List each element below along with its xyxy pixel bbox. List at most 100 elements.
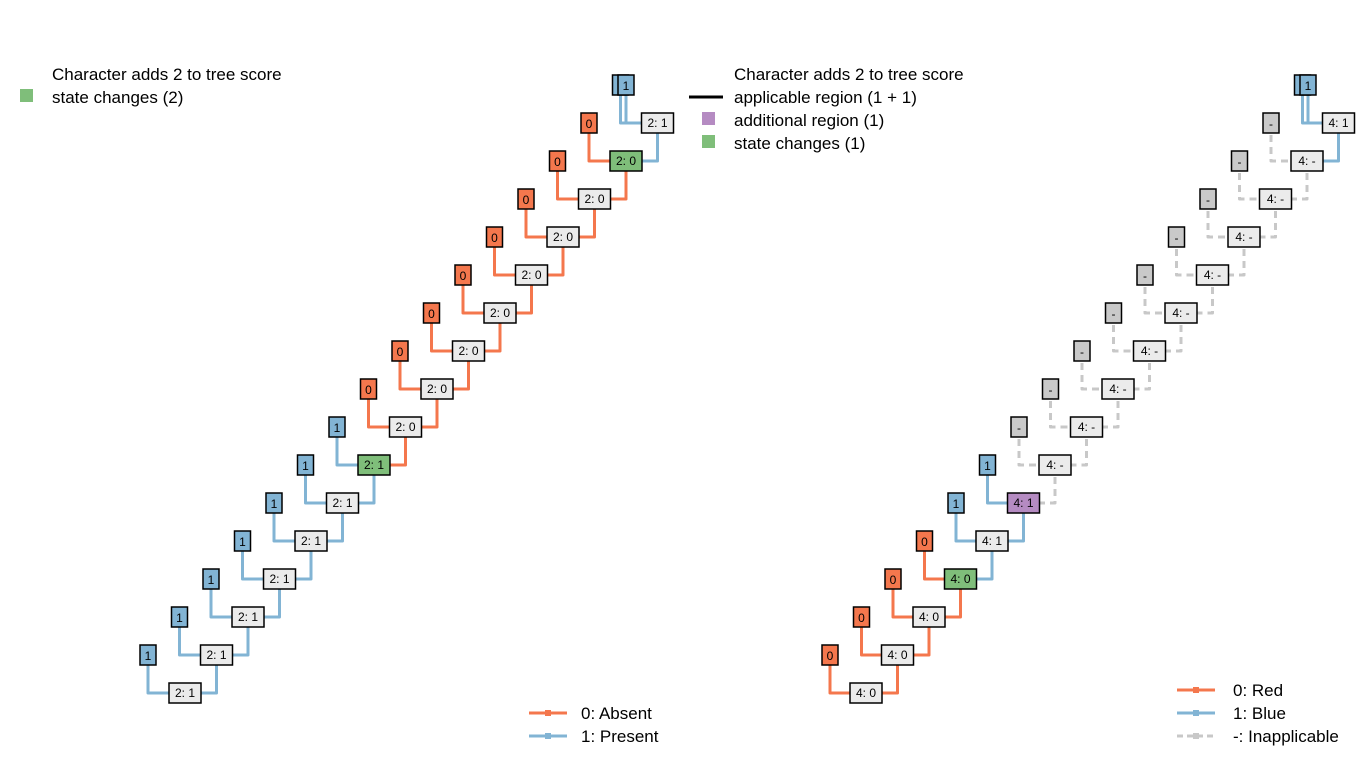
left-tip-box-5 [296, 454, 315, 476]
right-edge-node-12 [1212, 237, 1246, 277]
right-node-label-4: 4: 1 [982, 534, 1002, 548]
left-tip-box-4 [265, 492, 283, 514]
right-tip-label-1: 0 [858, 611, 865, 625]
right-node-label-5: 4: 1 [1013, 496, 1033, 510]
right-tip-box-0 [821, 644, 839, 666]
left-tip-label-3: 1 [239, 535, 246, 549]
legend-inapplicable-label: -: Inapplicable [1233, 727, 1339, 746]
right-node-box-2 [912, 606, 946, 628]
right-node-label-0: 4: 0 [856, 686, 876, 700]
right-edge-node-7 [1055, 427, 1088, 467]
right-tip-label-13: - [1238, 155, 1242, 169]
right-state-changes-swatch [702, 135, 715, 148]
left-tip-box-14 [580, 112, 598, 134]
left-tip-box-13 [548, 150, 567, 172]
right-tip-label-14: - [1269, 117, 1273, 131]
right-tip-label-9: - [1112, 307, 1116, 321]
legend-red-marker [1193, 687, 1199, 693]
right-node-box-15 [1321, 112, 1356, 134]
left-tip-box-8 [391, 340, 409, 362]
left-node-box-12 [546, 226, 580, 248]
left-node-label-0: 2: 1 [175, 686, 195, 700]
right-tip-box-4 [947, 492, 965, 514]
right-tip-box-2 [884, 568, 902, 590]
right-node-label-12: 4: - [1235, 230, 1252, 244]
right-tip-label-7: - [1049, 383, 1053, 397]
right-header-legend: Character adds 2 to tree score applicabl… [689, 65, 964, 153]
left-tip-box-16 [617, 74, 635, 96]
legend-present-marker [545, 733, 551, 739]
right-edge-node-9 [1118, 351, 1151, 391]
left-edges [146, 85, 659, 695]
right-node-label-11: 4: - [1204, 268, 1221, 282]
left-tip-label-11: 0 [491, 231, 498, 245]
right-node-label-9: 4: - [1141, 344, 1158, 358]
left-tip-box-1 [170, 606, 189, 628]
left-node-label-12: 2: 0 [553, 230, 573, 244]
left-node-box-15 [640, 112, 675, 134]
right-node-box-5 [1006, 492, 1041, 514]
right-node-label-2: 4: 0 [919, 610, 939, 624]
left-node-label-11: 2: 0 [521, 268, 541, 282]
legend-absent-marker [545, 710, 551, 716]
right-tip-label-11: - [1175, 231, 1179, 245]
left-tip-box-12 [517, 188, 535, 210]
right-tip-label-10: - [1143, 269, 1147, 283]
right-edge-node-13 [1244, 199, 1277, 239]
right-node-label-14: 4: - [1298, 154, 1315, 168]
left-tip-label-14: 0 [586, 117, 593, 131]
right-tip-label-4: 1 [953, 497, 960, 511]
right-tip-label-6: - [1017, 421, 1021, 435]
right-tip-box-1 [852, 606, 871, 628]
right-tip-box-7 [1041, 378, 1060, 400]
left-node-box-6 [357, 454, 391, 476]
right-state-legend: 0: Red 1: Blue -: Inapplicable [1177, 681, 1339, 746]
right-node-box-6 [1038, 454, 1072, 476]
right-node-box-10 [1164, 302, 1198, 324]
left-node-box-3 [262, 568, 297, 590]
left-tip-box-6 [328, 416, 346, 438]
legend-blue-label: 1: Blue [1233, 704, 1286, 723]
left-node-label-4: 2: 1 [301, 534, 321, 548]
left-node-label-1: 2: 1 [206, 648, 226, 662]
right-node-label-15: 4: 1 [1328, 116, 1348, 130]
left-node-label-2: 2: 1 [238, 610, 258, 624]
left-node-label-13: 2: 0 [584, 192, 604, 206]
right-tip-label-12: - [1206, 193, 1210, 207]
right-node-box-7 [1069, 416, 1104, 438]
left-node-box-2 [231, 606, 265, 628]
right-header-state-changes: state changes (1) [734, 134, 865, 153]
right-edge-node-6 [1023, 465, 1057, 505]
right-tip-label-16: 1 [1305, 79, 1312, 93]
left-node-label-15: 2: 1 [647, 116, 667, 130]
left-tip-box-0 [139, 644, 157, 666]
left-tip-label-12: 0 [523, 193, 530, 207]
left-node-label-6: 2: 1 [364, 458, 384, 472]
left-node-label-14: 2: 0 [616, 154, 636, 168]
left-tip-box-9 [422, 302, 441, 324]
right-header-additional-region: additional region (1) [734, 111, 884, 130]
left-node-label-10: 2: 0 [490, 306, 510, 320]
left-tip-label-8: 0 [397, 345, 404, 359]
right-node-label-1: 4: 0 [887, 648, 907, 662]
left-node-label-3: 2: 1 [269, 572, 289, 586]
right-node-label-10: 4: - [1172, 306, 1189, 320]
legend-blue-marker [1193, 710, 1199, 716]
left-tip-label-13: 0 [554, 155, 561, 169]
state-changes-swatch [20, 89, 33, 102]
right-node-label-8: 4: - [1109, 382, 1126, 396]
right-tip-box-3 [915, 530, 934, 552]
right-node-box-3 [943, 568, 978, 590]
right-edge-node-10 [1149, 313, 1183, 353]
left-tip-label-2: 1 [208, 573, 215, 587]
right-edge-node-14 [1275, 161, 1309, 201]
right-tip-box-5 [978, 454, 997, 476]
right-tip-box-10 [1136, 264, 1154, 286]
left-tip-label-1: 1 [176, 611, 183, 625]
legend-present-label: 1: Present [581, 727, 659, 746]
legend-inapplicable-marker [1193, 733, 1199, 739]
right-node-label-3: 4: 0 [950, 572, 970, 586]
right-tip-box-9 [1104, 302, 1123, 324]
